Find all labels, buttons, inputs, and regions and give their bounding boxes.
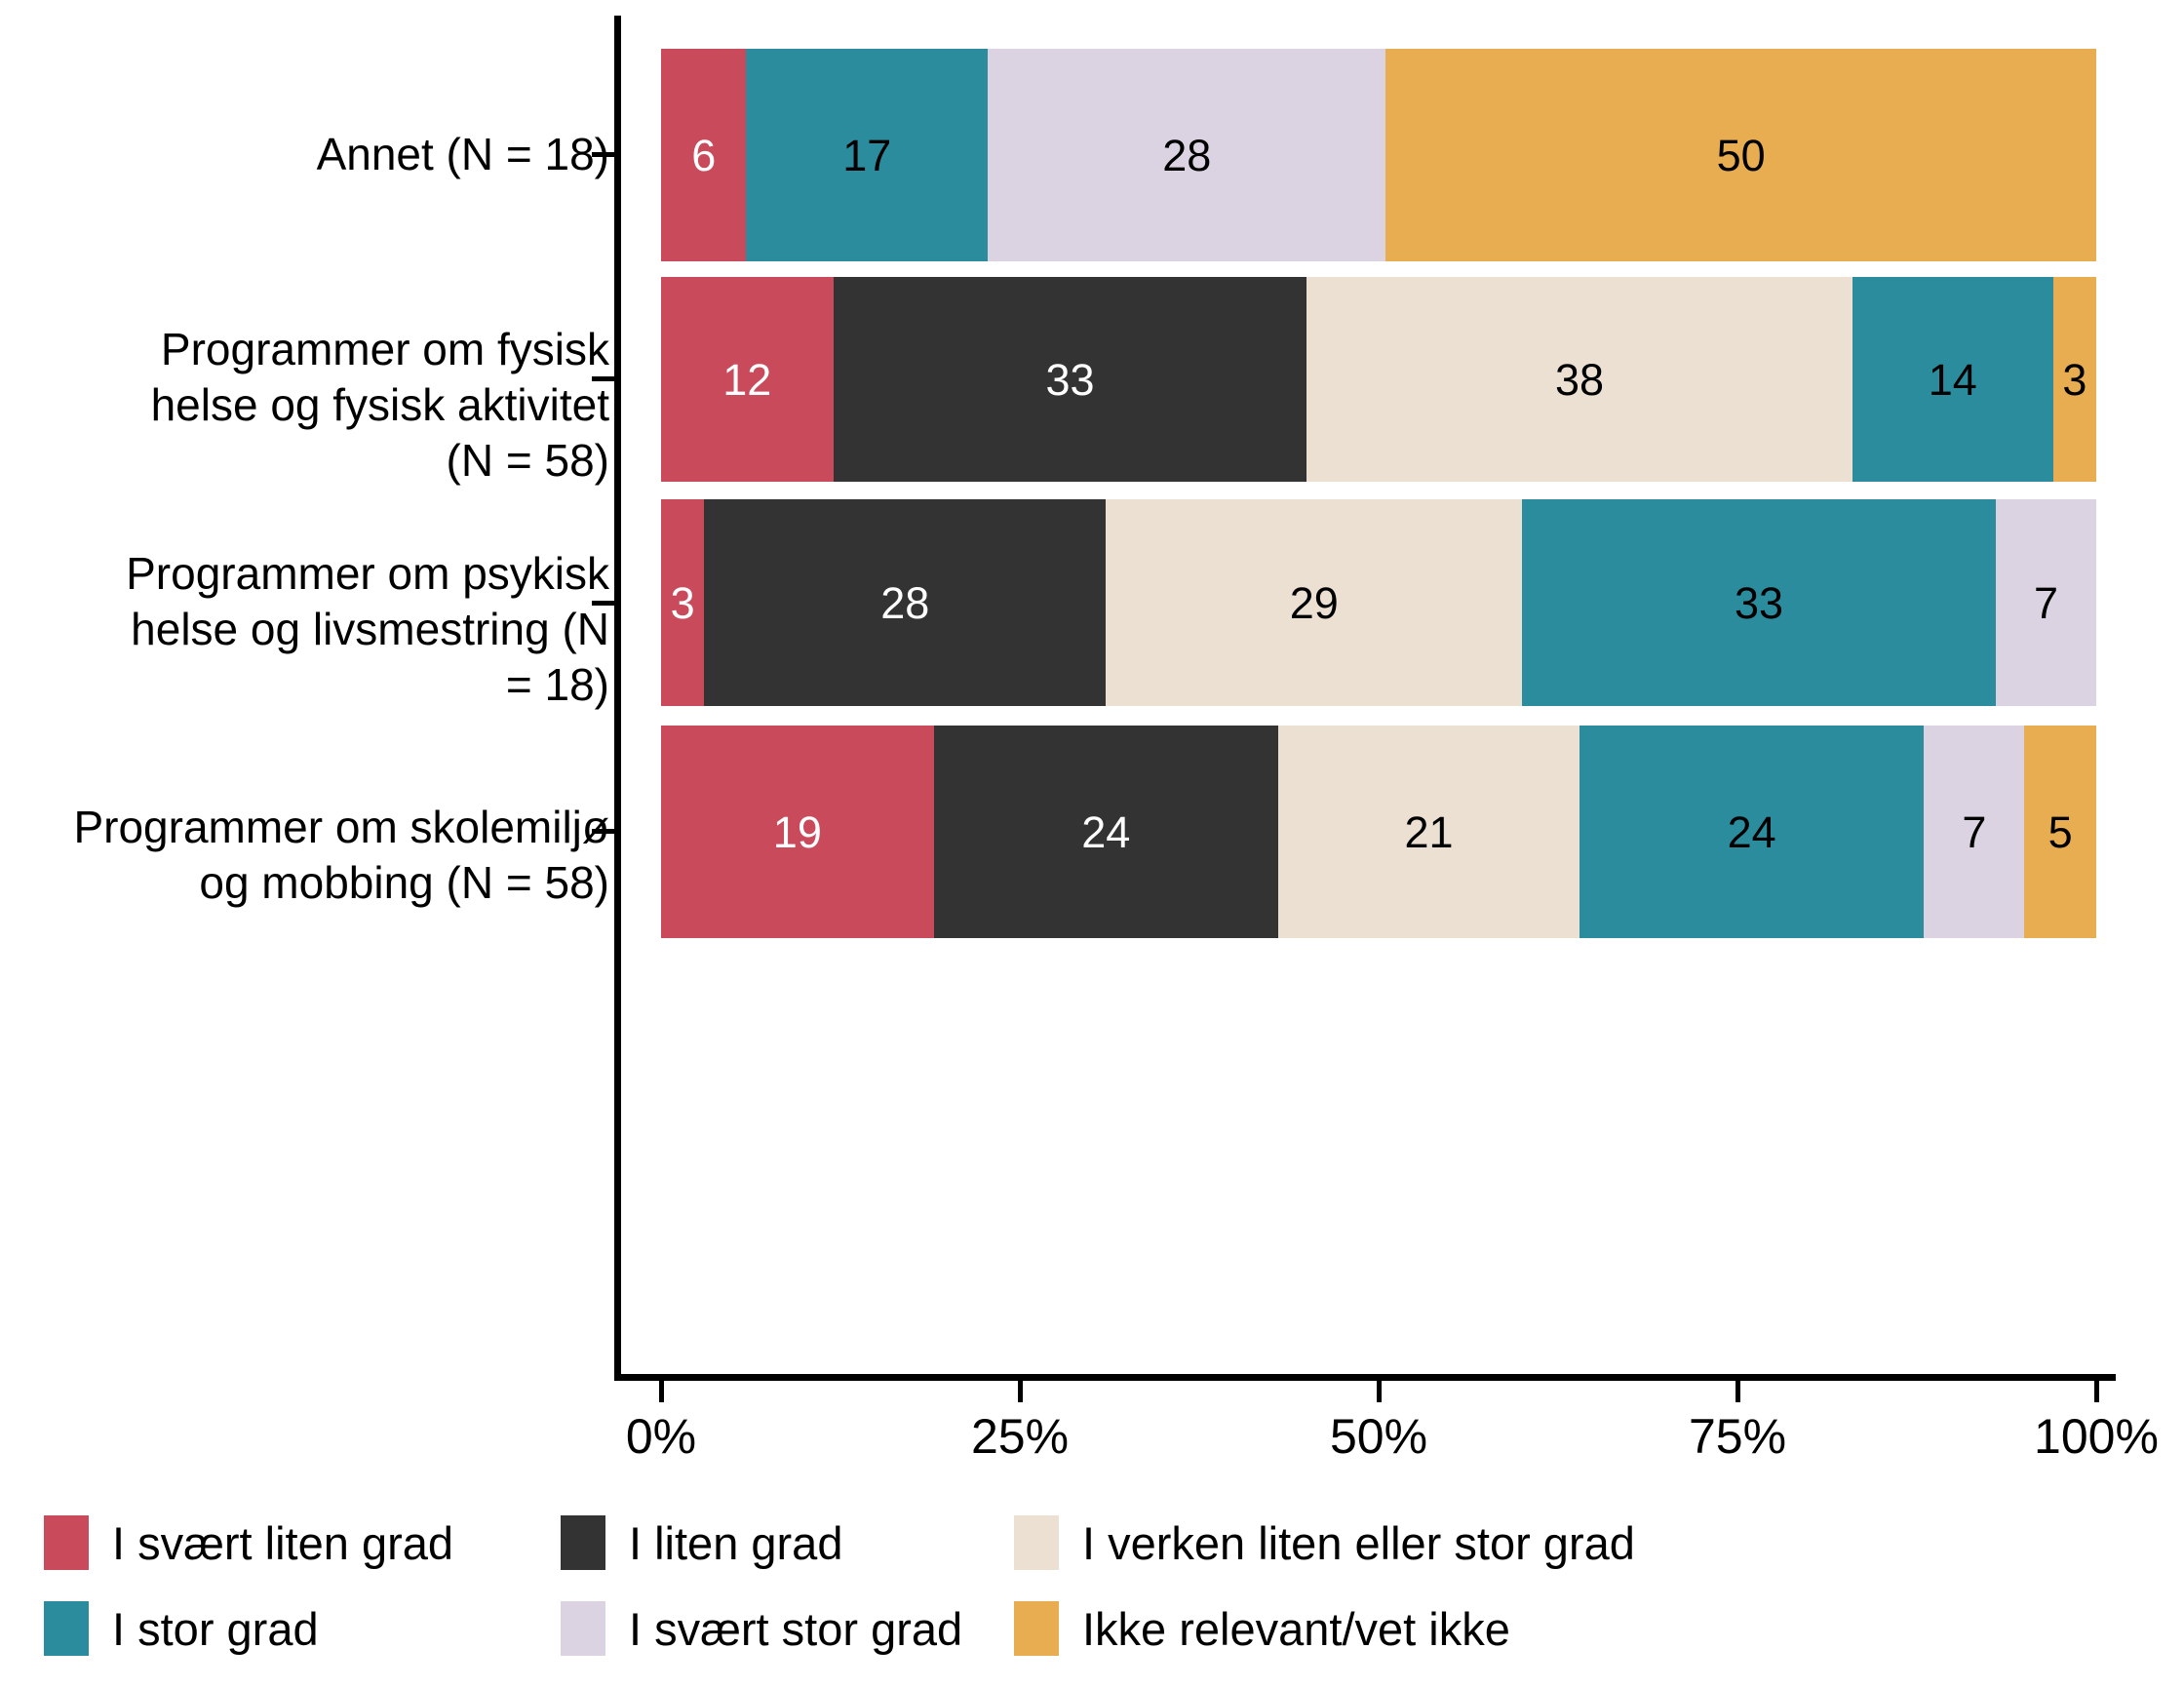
bar-segment-value: 12 — [722, 354, 772, 405]
legend-item[interactable]: I svært liten grad — [44, 1515, 561, 1570]
y-axis-tick-3 — [592, 829, 615, 834]
bar-segment-value: 29 — [1289, 577, 1339, 628]
bar-segment: 3 — [661, 499, 705, 706]
bar-segment: 3 — [2052, 277, 2096, 482]
bar-segment-value: 24 — [1727, 806, 1776, 857]
bar-segment-value: 28 — [880, 577, 930, 628]
legend-item-label: I liten grad — [629, 1516, 843, 1569]
bar-segment: 7 — [1924, 726, 2025, 938]
legend-swatch-icon — [1014, 1515, 1059, 1570]
y-axis-label-0: Annet (N = 18) — [316, 129, 609, 179]
chart-legend: I svært liten grad I liten grad I verken l… — [44, 1510, 2140, 1662]
bar-segment: 14 — [1852, 277, 2053, 482]
legend-item-label: I svært stor grad — [629, 1602, 963, 1655]
bar-segment: 12 — [661, 277, 834, 482]
x-axis-tick-label: 50% — [1329, 1409, 1428, 1464]
bar-segment: 50 — [1385, 49, 2096, 261]
y-axis-label-3: Programmer om skolemiljø og mobbing (N =… — [73, 802, 609, 909]
legend-item-label: I svært liten grad — [112, 1516, 454, 1569]
legend-swatch-icon — [1014, 1601, 1059, 1656]
bar-segment: 24 — [1580, 726, 1925, 938]
bar-segment: 29 — [1106, 499, 1523, 706]
y-axis-tick-2 — [592, 601, 615, 606]
bar-segment-value: 14 — [1928, 354, 1977, 405]
bar-segment-value: 24 — [1081, 806, 1131, 857]
legend-item-label: I stor grad — [112, 1602, 319, 1655]
bar-segment: 21 — [1277, 726, 1580, 938]
bar-row: 6 17 28 50 — [661, 49, 2096, 261]
bar-segment: 17 — [746, 49, 989, 261]
legend-swatch-icon — [44, 1601, 89, 1656]
bar-segment-value: 28 — [1162, 130, 1212, 180]
plot-area: Annet (N = 18) Programmer om fysisk hels… — [73, 16, 2159, 1464]
x-axis-tick-label: 25% — [970, 1409, 1070, 1464]
bar-segment-value: 33 — [1735, 577, 1784, 628]
legend-item-label: Ikke relevant/vet ikke — [1082, 1602, 1510, 1655]
x-axis-tick-label: 0% — [625, 1409, 697, 1464]
bar-segment: 33 — [833, 277, 1307, 482]
x-axis-tick — [659, 1381, 664, 1402]
y-axis-tick-1 — [592, 376, 615, 381]
bar-segment-value: 38 — [1555, 354, 1605, 405]
legend-swatch-icon — [561, 1601, 605, 1656]
legend-item[interactable]: I verken liten eller stor grad — [1014, 1515, 2140, 1570]
bar-segment: 6 — [661, 49, 747, 261]
legend-item[interactable]: Ikke relevant/vet ikke — [1014, 1601, 2140, 1656]
y-axis-label-1: Programmer om fysisk helse og fysisk akt… — [150, 324, 609, 487]
x-axis-tick-label: 100% — [2034, 1409, 2159, 1464]
x-axis-tick-label: 75% — [1688, 1409, 1787, 1464]
y-axis-tick-0 — [592, 152, 615, 157]
bar-segment-value: 17 — [842, 130, 892, 180]
legend-item[interactable]: I liten grad — [561, 1515, 1014, 1570]
y-axis-label-2: Programmer om psykisk helse og livsmestr… — [126, 548, 609, 711]
legend-swatch-icon — [561, 1515, 605, 1570]
bar-segment: 24 — [933, 726, 1278, 938]
bar-segment: 7 — [1995, 499, 2096, 706]
legend-item[interactable]: I stor grad — [44, 1601, 561, 1656]
bar-segment-value: 3 — [670, 577, 695, 628]
bar-segment: 28 — [704, 499, 1107, 706]
legend-swatch-icon — [44, 1515, 89, 1570]
bar-segment-value: 33 — [1045, 354, 1095, 405]
bar-segment-value: 7 — [2033, 577, 2058, 628]
bar-segment: 5 — [2024, 726, 2096, 938]
y-axis-line — [614, 16, 621, 1381]
x-axis-line — [614, 1374, 2116, 1381]
bar-segment: 19 — [661, 726, 934, 938]
x-axis-tick — [1736, 1381, 1740, 1402]
bar-row: 12 33 38 14 3 — [661, 277, 2096, 482]
bar-row: 19 24 21 24 7 5 — [661, 726, 2096, 938]
bar-segment-value: 50 — [1716, 130, 1766, 180]
bar-segment-value: 19 — [772, 806, 822, 857]
bar-segment: 33 — [1522, 499, 1996, 706]
bar-segment-value: 7 — [1962, 806, 1987, 857]
bar-segment: 38 — [1306, 277, 1852, 482]
x-axis-tick — [1377, 1381, 1382, 1402]
legend-item-label: I verken liten eller stor grad — [1082, 1516, 1635, 1569]
bar-row: 3 28 29 33 7 — [661, 499, 2096, 706]
bar-segment-value: 3 — [2062, 354, 2087, 405]
x-axis-tick — [1018, 1381, 1023, 1402]
bar-segment-value: 21 — [1404, 806, 1454, 857]
x-axis-tick — [2094, 1381, 2099, 1402]
bar-segment-value: 6 — [691, 130, 717, 180]
legend-item[interactable]: I svært stor grad — [561, 1601, 1014, 1656]
bar-segment-value: 5 — [2048, 806, 2073, 857]
bar-segment: 28 — [988, 49, 1386, 261]
